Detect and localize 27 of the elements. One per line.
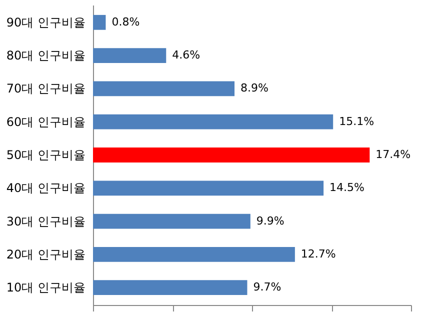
data-label: 14.5% <box>330 181 365 194</box>
y-tick-label: 10대 인구비율 <box>6 280 86 295</box>
data-label: 12.7% <box>300 247 336 260</box>
bar <box>93 48 166 64</box>
bar <box>93 280 248 296</box>
data-label: 15.1% <box>339 114 374 128</box>
y-tick-label: 60대 인구비율 <box>6 114 86 129</box>
y-tick-label: 20대 인구비율 <box>6 247 86 262</box>
data-label: 0.8% <box>112 15 140 28</box>
data-label: 4.6% <box>172 48 200 62</box>
y-tick-label: 40대 인구비율 <box>6 181 86 196</box>
data-label: 9.7% <box>253 280 282 294</box>
bar <box>93 81 235 96</box>
bar <box>93 246 295 262</box>
y-tick-label: 50대 인구비율 <box>6 148 86 162</box>
data-label: 17.4% <box>376 148 411 161</box>
data-label: 8.9% <box>240 82 268 95</box>
bar <box>93 180 324 196</box>
y-tick-label: 80대 인구비율 <box>6 48 86 63</box>
bar <box>93 148 370 162</box>
data-label: 9.9% <box>256 214 284 228</box>
bar <box>93 14 106 30</box>
y-tick-label: 90대 인구비율 <box>6 15 86 30</box>
y-tick-label: 70대 인구비율 <box>6 82 86 96</box>
bar <box>93 214 250 229</box>
bar <box>93 114 334 130</box>
y-tick-label: 30대 인구비율 <box>6 214 86 228</box>
